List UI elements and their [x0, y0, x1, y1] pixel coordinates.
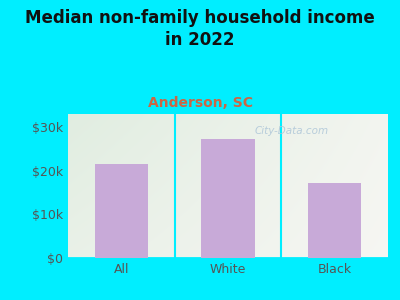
Bar	[201, 139, 255, 258]
Text: Median non-family household income
in 2022: Median non-family household income in 20…	[25, 9, 375, 49]
Text: Anderson, SC: Anderson, SC	[148, 96, 252, 110]
Bar	[95, 164, 148, 258]
Text: City-Data.com: City-Data.com	[255, 126, 329, 136]
Bar	[308, 183, 361, 258]
